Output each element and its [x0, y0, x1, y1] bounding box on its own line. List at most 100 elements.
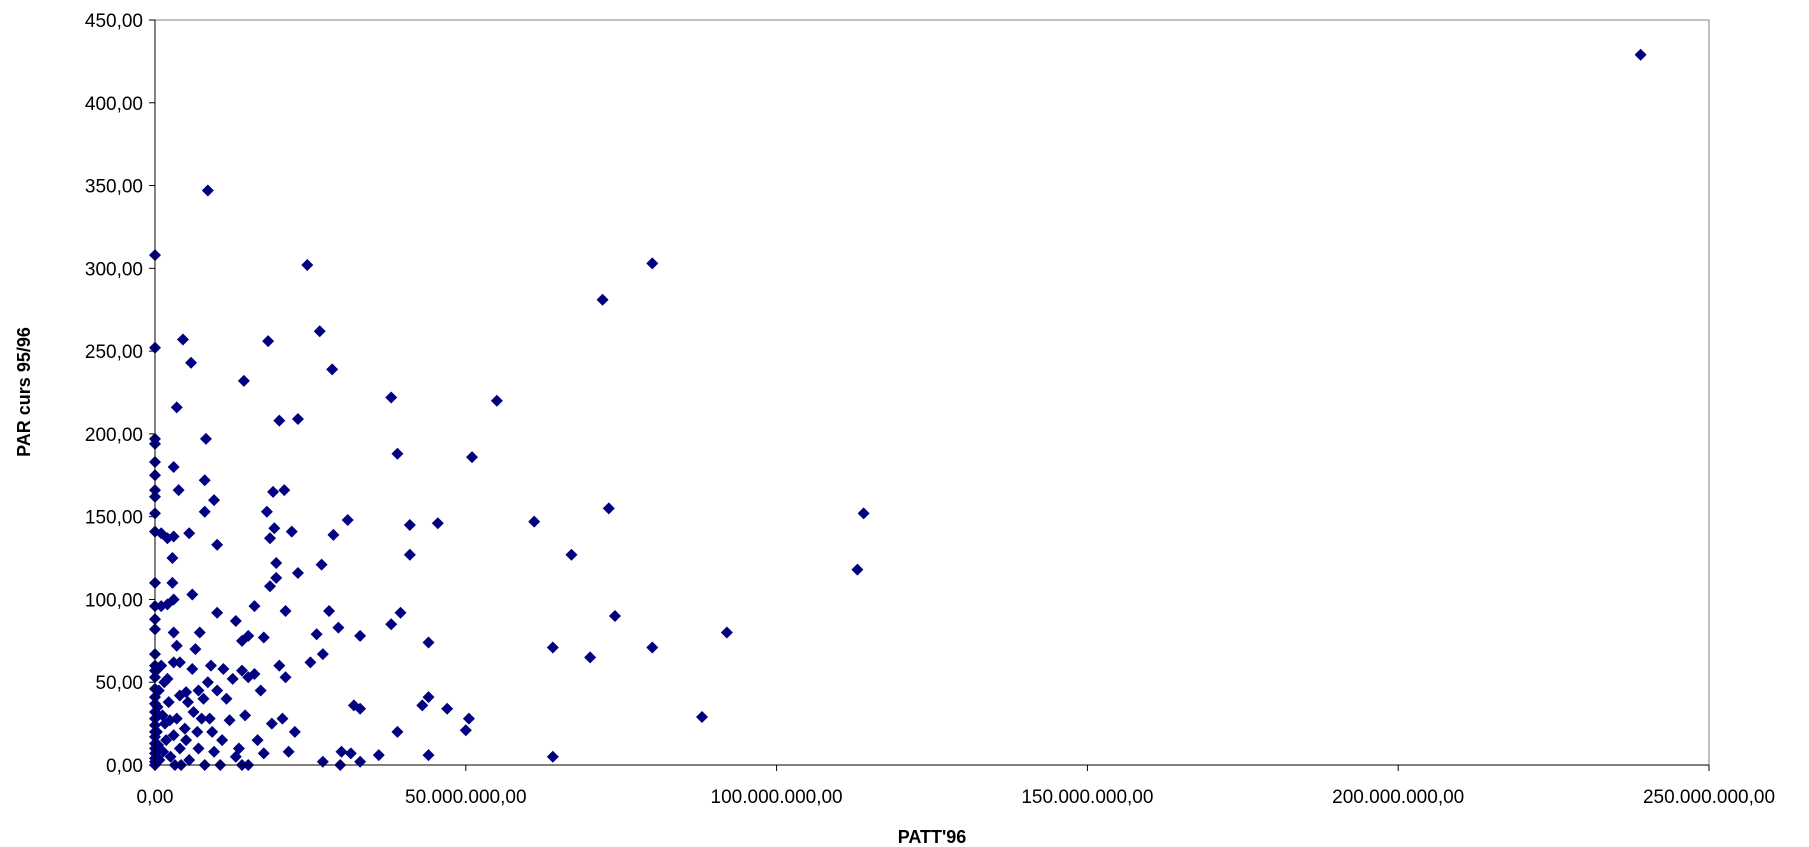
data-point: [394, 606, 407, 619]
data-point: [208, 745, 221, 758]
x-tick-label: 150.000.000,00: [1021, 787, 1153, 808]
data-point: [565, 548, 578, 561]
data-point: [273, 659, 286, 672]
data-point: [288, 725, 301, 738]
x-tick-label: 100.000.000,00: [711, 787, 843, 808]
data-point: [466, 451, 479, 464]
data-point: [335, 745, 348, 758]
data-point: [270, 571, 283, 584]
data-point: [203, 712, 216, 725]
scatter-points: [149, 48, 1647, 771]
data-point: [696, 710, 709, 723]
data-point: [422, 636, 435, 649]
data-point: [186, 588, 199, 601]
data-point: [267, 485, 280, 498]
data-point: [341, 513, 354, 526]
data-point: [422, 691, 435, 704]
data-point: [160, 734, 173, 747]
y-axis-ticks: 0,00 50,00 100,00 150,00 200,00 250,00 300,00 3…: [85, 11, 155, 777]
data-point: [422, 749, 435, 762]
data-point: [211, 606, 224, 619]
data-point: [327, 528, 340, 541]
data-point: [201, 184, 214, 197]
data-point: [372, 749, 385, 762]
y-axis-title: PAR curs 95/96: [14, 327, 34, 457]
x-axis-title: PATT'96: [898, 827, 967, 847]
data-point: [208, 494, 221, 507]
data-point: [291, 412, 304, 425]
data-point: [180, 686, 193, 699]
data-point: [193, 626, 206, 639]
data-point: [206, 725, 219, 738]
data-point: [152, 684, 165, 697]
data-point: [183, 754, 196, 767]
data-point: [260, 505, 273, 518]
data-point: [195, 712, 208, 725]
data-point: [167, 626, 180, 639]
data-point: [237, 374, 250, 387]
data-point: [301, 259, 314, 272]
data-point: [602, 502, 615, 515]
data-point: [326, 363, 339, 376]
data-point: [166, 552, 179, 565]
y-tick-label: 0,00: [106, 756, 143, 777]
data-point: [239, 709, 252, 722]
data-point: [354, 702, 367, 715]
data-point: [248, 600, 261, 613]
data-point: [257, 631, 270, 644]
data-point: [198, 474, 211, 487]
data-point: [441, 702, 454, 715]
data-point: [315, 558, 328, 571]
data-point: [173, 742, 186, 755]
data-point: [187, 706, 200, 719]
data-point: [204, 659, 217, 672]
data-point: [183, 527, 196, 540]
data-point: [167, 530, 180, 543]
data-point: [278, 484, 291, 497]
data-point: [167, 729, 180, 742]
data-point: [584, 651, 597, 664]
data-point: [344, 747, 357, 760]
data-point: [1634, 48, 1647, 61]
data-point: [270, 557, 283, 570]
data-point: [546, 750, 559, 763]
data-point: [170, 712, 183, 725]
data-point: [285, 525, 298, 538]
data-point: [276, 712, 289, 725]
data-point: [166, 576, 179, 589]
data-point: [192, 742, 205, 755]
data-point: [197, 692, 210, 705]
data-point: [153, 754, 166, 767]
data-point: [170, 639, 183, 652]
data-point: [155, 659, 168, 672]
y-tick-label: 450,00: [85, 11, 143, 32]
data-point: [262, 335, 275, 348]
data-point: [459, 724, 472, 737]
y-tick-label: 400,00: [85, 94, 143, 115]
data-point: [248, 667, 261, 680]
data-point: [201, 676, 214, 689]
data-point: [161, 672, 174, 685]
data-point: [167, 461, 180, 473]
data-point: [403, 518, 416, 531]
data-point: [310, 628, 323, 641]
data-point: [232, 742, 245, 755]
data-point: [167, 593, 180, 606]
data-point: [416, 699, 429, 712]
data-point: [596, 293, 609, 306]
data-point: [172, 484, 185, 497]
data-point: [170, 401, 183, 414]
data-point: [189, 643, 202, 656]
data-point: [211, 684, 224, 697]
data-point: [178, 722, 191, 735]
y-tick-label: 300,00: [85, 259, 143, 280]
data-point: [180, 734, 193, 747]
data-point: [191, 725, 204, 738]
data-point: [528, 515, 541, 528]
data-point: [646, 257, 659, 270]
data-point: [265, 717, 278, 730]
data-point: [857, 507, 870, 520]
data-point: [263, 580, 276, 593]
data-point: [151, 701, 164, 714]
